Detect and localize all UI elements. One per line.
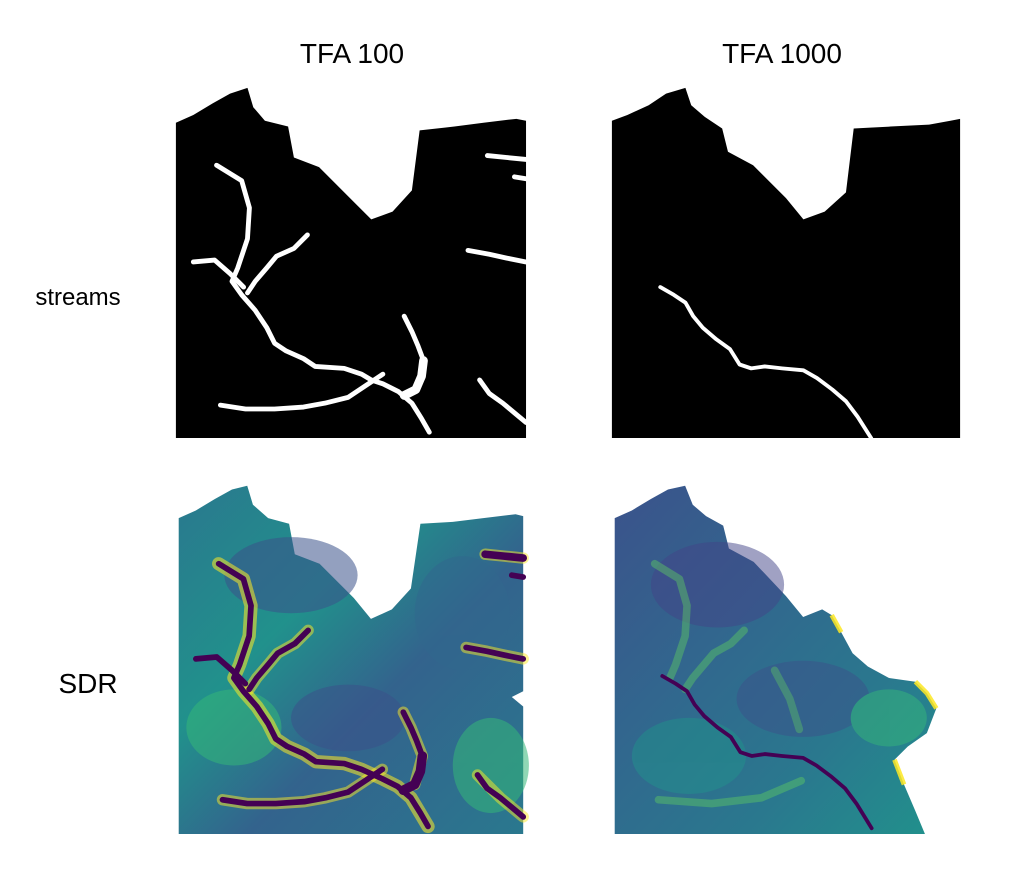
stream-line bbox=[215, 560, 431, 830]
stream-line bbox=[219, 766, 386, 807]
sdr-map-tfa-1000 bbox=[614, 485, 939, 834]
stream-line bbox=[481, 550, 527, 562]
column-title-tfa-100: TFA 100 bbox=[299, 38, 405, 69]
panel-sdr-tfa-1000 bbox=[604, 480, 968, 834]
panel-sdr-tfa-100 bbox=[168, 480, 532, 834]
stream-line bbox=[477, 377, 529, 425]
streams-map-tfa-1000 bbox=[611, 87, 961, 438]
stream-line bbox=[463, 644, 527, 662]
terrain-shading bbox=[186, 537, 529, 814]
watershed-mask bbox=[611, 87, 961, 438]
stream-glow bbox=[654, 776, 806, 808]
stream-line bbox=[400, 709, 426, 759]
high-sdr-edge bbox=[829, 613, 939, 786]
stream-line bbox=[192, 654, 249, 687]
row-label-streams: streams bbox=[35, 284, 121, 311]
row-label-sdr: SDR bbox=[58, 668, 118, 699]
stream-line bbox=[246, 627, 311, 693]
stream-line bbox=[484, 153, 529, 162]
watershed-mask bbox=[175, 87, 527, 438]
stream-line bbox=[217, 371, 386, 412]
stream-glow bbox=[770, 666, 804, 734]
stream-line bbox=[512, 174, 529, 182]
panel-streams-tfa-100 bbox=[168, 84, 532, 438]
stream-line bbox=[660, 674, 874, 831]
stream-line bbox=[658, 285, 874, 438]
stream-glow bbox=[681, 626, 748, 694]
stream-line bbox=[474, 772, 527, 820]
stream-line bbox=[190, 257, 247, 290]
stream-line bbox=[398, 751, 428, 795]
stream-line bbox=[214, 162, 432, 435]
terrain-shading bbox=[631, 541, 927, 795]
stream-line bbox=[245, 232, 310, 296]
stream-line bbox=[465, 247, 529, 265]
streams-map-tfa-100 bbox=[175, 87, 529, 438]
panel-streams-tfa-1000 bbox=[604, 84, 968, 438]
column-title-tfa-1000: TFA 1000 bbox=[722, 38, 842, 69]
stream-line bbox=[508, 572, 527, 580]
stream-line bbox=[401, 313, 426, 364]
stream-glow bbox=[650, 559, 691, 682]
sdr-map-tfa-100 bbox=[178, 485, 529, 834]
stream-line bbox=[399, 356, 428, 400]
